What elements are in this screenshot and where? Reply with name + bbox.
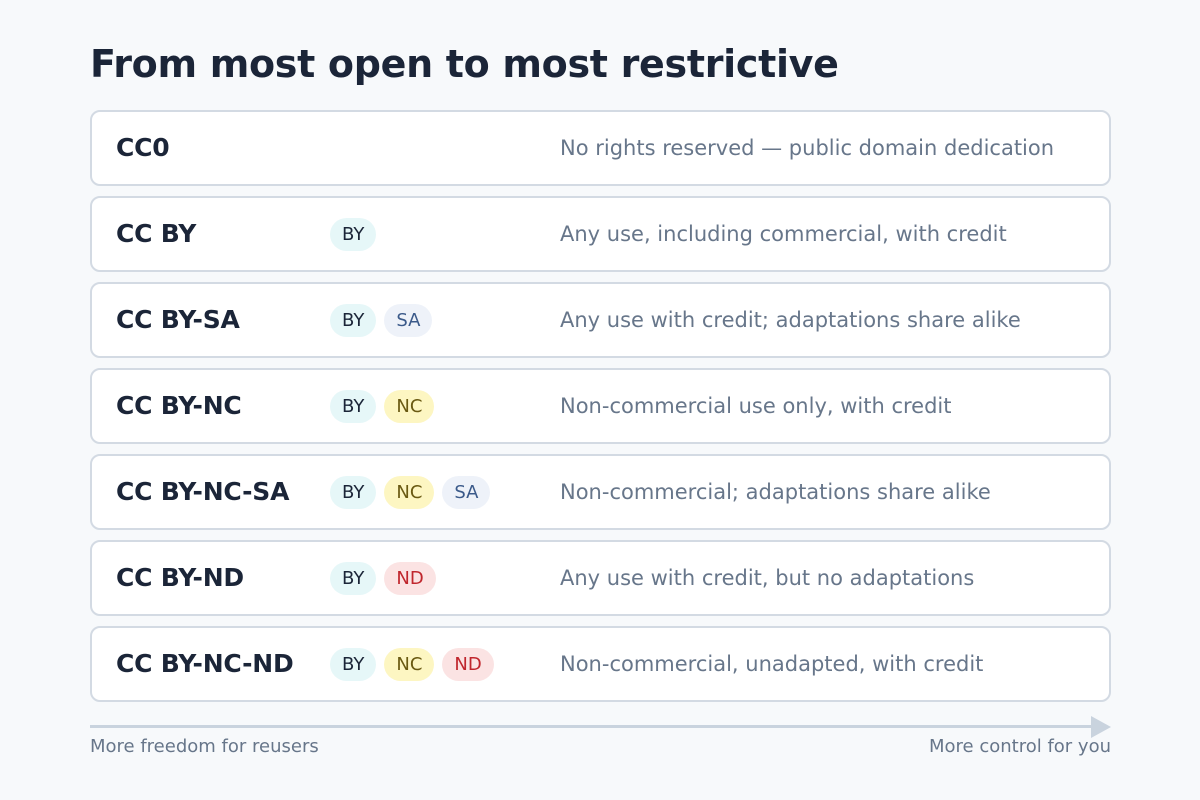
license-description: Any use with credit, but no adaptations bbox=[560, 566, 975, 590]
badge-by: BY bbox=[330, 304, 377, 337]
license-description: Non-commercial, unadapted, with credit bbox=[560, 652, 984, 676]
spectrum-line bbox=[90, 725, 1092, 728]
badge-nc: NC bbox=[384, 476, 435, 509]
badge-sa: SA bbox=[384, 304, 433, 337]
badge-nd: ND bbox=[442, 648, 494, 681]
license-name: CC0 bbox=[116, 133, 170, 162]
spectrum-arrow bbox=[90, 716, 1111, 738]
license-description: No rights reserved — public domain dedic… bbox=[560, 136, 1055, 160]
license-row: CC BY-NC BY NC Non-commercial use only, wit… bbox=[90, 368, 1111, 444]
license-row: CC BY-NC-SA BY NC SA Non-commercial; adaptat… bbox=[90, 454, 1111, 530]
license-badges: BY NC bbox=[330, 390, 442, 423]
license-description: Non-commercial use only, with credit bbox=[560, 394, 952, 418]
license-badges: BY bbox=[330, 218, 384, 251]
axis-left-label: More freedom for reusers bbox=[90, 736, 319, 757]
badge-nc: NC bbox=[384, 390, 435, 423]
badge-nd: ND bbox=[384, 562, 436, 595]
license-row: CC BY-SA BY SA Any use with credit; adaptat… bbox=[90, 282, 1111, 358]
license-list: CC0 No rights reserved — public domain de… bbox=[90, 110, 1111, 712]
badge-sa: SA bbox=[442, 476, 491, 509]
license-row: CC BY-NC-ND BY NC ND Non-commercial, unadapt… bbox=[90, 626, 1111, 702]
license-name: CC BY-NC-SA bbox=[116, 477, 290, 506]
license-name: CC BY-ND bbox=[116, 563, 244, 592]
license-row: CC0 No rights reserved — public domain de… bbox=[90, 110, 1111, 186]
license-name: CC BY bbox=[116, 219, 197, 248]
page-title: From most open to most restrictive bbox=[90, 42, 839, 86]
badge-by: BY bbox=[330, 562, 377, 595]
license-description: Any use, including commercial, with cred… bbox=[560, 222, 1007, 246]
license-row: CC BY-ND BY ND Any use with credit, but no … bbox=[90, 540, 1111, 616]
license-name: CC BY-NC bbox=[116, 391, 242, 420]
badge-by: BY bbox=[330, 476, 377, 509]
arrow-right-icon bbox=[1091, 716, 1111, 738]
license-badges: BY ND bbox=[330, 562, 444, 595]
badge-by: BY bbox=[330, 390, 377, 423]
badge-nc: NC bbox=[384, 648, 435, 681]
badge-by: BY bbox=[330, 218, 377, 251]
license-description: Any use with credit; adaptations share a… bbox=[560, 308, 1021, 332]
license-badges: BY NC ND bbox=[330, 648, 502, 681]
axis-right-label: More control for you bbox=[928, 736, 1111, 757]
badge-by: BY bbox=[330, 648, 377, 681]
license-badges: BY SA bbox=[330, 304, 440, 337]
license-name: CC BY-SA bbox=[116, 305, 240, 334]
license-badges: BY NC SA bbox=[330, 476, 498, 509]
license-description: Non-commercial; adaptations share alike bbox=[560, 480, 991, 504]
license-name: CC BY-NC-ND bbox=[116, 649, 294, 678]
license-row: CC BY BY Any use, including commercial, wi… bbox=[90, 196, 1111, 272]
